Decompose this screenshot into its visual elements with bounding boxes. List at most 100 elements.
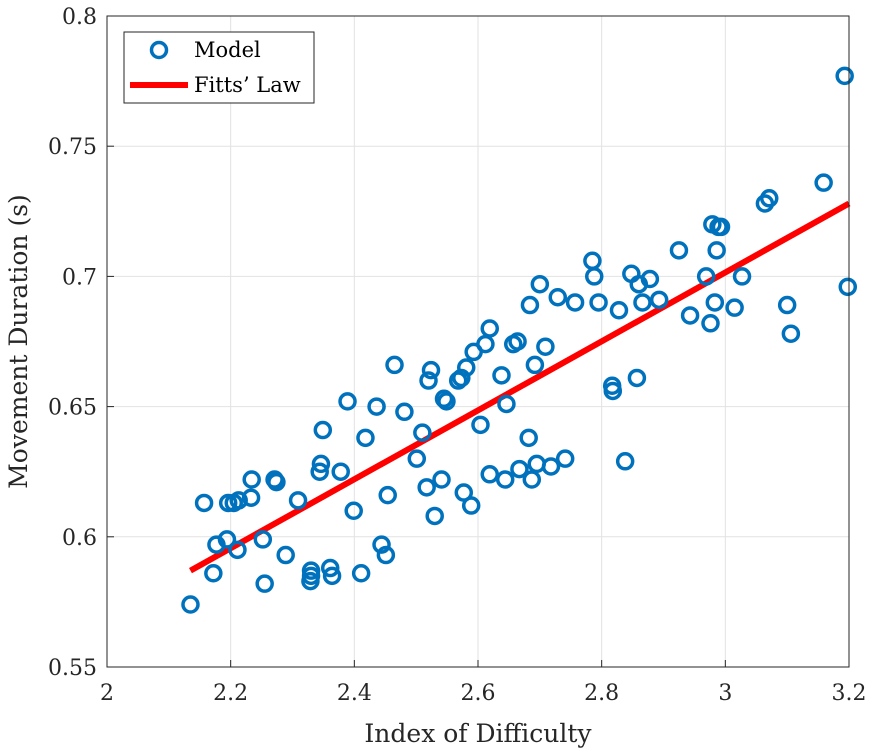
data-point bbox=[253, 530, 273, 549]
data-point bbox=[425, 506, 444, 526]
data-point bbox=[522, 470, 542, 489]
data-point bbox=[395, 402, 414, 422]
data-point bbox=[218, 493, 238, 513]
x-tick-label: 2.6 bbox=[461, 681, 496, 706]
data-point bbox=[267, 472, 286, 492]
data-point bbox=[589, 293, 608, 312]
data-point bbox=[525, 355, 545, 375]
data-point bbox=[376, 545, 396, 565]
data-point bbox=[480, 465, 499, 484]
data-point bbox=[565, 293, 585, 312]
y-tick-label: 0.6 bbox=[62, 526, 97, 551]
y-tick-label: 0.55 bbox=[48, 656, 97, 681]
data-point bbox=[313, 420, 333, 440]
model-points bbox=[181, 66, 858, 614]
x-tick-label: 2 bbox=[100, 681, 114, 706]
data-point bbox=[530, 274, 550, 294]
data-point bbox=[609, 301, 629, 320]
data-point bbox=[204, 564, 223, 583]
x-tick-label: 3 bbox=[718, 681, 732, 706]
data-point bbox=[367, 397, 386, 416]
data-point bbox=[344, 501, 363, 521]
data-point bbox=[228, 540, 247, 560]
data-point bbox=[548, 287, 568, 307]
data-point bbox=[707, 241, 726, 260]
data-point bbox=[680, 306, 700, 325]
data-point bbox=[181, 595, 200, 614]
data-point bbox=[242, 470, 261, 489]
x-axis-title: Index of Difficulty bbox=[364, 719, 592, 748]
y-tick-label: 0.7 bbox=[62, 265, 97, 290]
data-point bbox=[471, 415, 490, 435]
data-point bbox=[492, 366, 511, 385]
data-point bbox=[461, 496, 481, 515]
legend-label-fitts-law: Fitts’ Law bbox=[194, 73, 301, 97]
data-point bbox=[407, 449, 427, 468]
data-point bbox=[615, 452, 635, 471]
data-point bbox=[331, 462, 350, 481]
data-point bbox=[649, 290, 669, 310]
data-point bbox=[417, 478, 436, 497]
x-tick-label: 3.2 bbox=[832, 681, 867, 706]
data-point bbox=[781, 324, 801, 343]
data-point bbox=[633, 293, 652, 312]
data-point bbox=[437, 392, 456, 411]
fitts-law-line bbox=[189, 200, 851, 574]
data-point bbox=[378, 485, 397, 505]
data-point bbox=[434, 389, 454, 409]
data-point bbox=[696, 267, 716, 286]
data-point bbox=[311, 454, 331, 474]
y-tick-label: 0.65 bbox=[48, 396, 97, 421]
data-point bbox=[669, 241, 689, 260]
data-point bbox=[732, 267, 752, 286]
data-point bbox=[814, 173, 833, 192]
data-point bbox=[725, 298, 744, 317]
data-point bbox=[627, 368, 647, 388]
data-point bbox=[413, 423, 432, 442]
y-axis-title: Movement Duration (s) bbox=[4, 194, 33, 489]
x-tick-label: 2.8 bbox=[584, 681, 619, 706]
data-point bbox=[640, 269, 660, 289]
data-point bbox=[536, 337, 555, 356]
data-point bbox=[520, 295, 540, 315]
data-point bbox=[338, 392, 357, 411]
data-point bbox=[385, 355, 404, 375]
legend-marker-model bbox=[149, 40, 169, 60]
data-point bbox=[705, 293, 725, 312]
data-point bbox=[508, 332, 527, 351]
data-point bbox=[421, 360, 441, 380]
data-point bbox=[288, 491, 308, 510]
data-point bbox=[541, 457, 561, 476]
data-point bbox=[603, 381, 623, 401]
data-point bbox=[457, 358, 476, 377]
data-point bbox=[777, 295, 797, 315]
data-point bbox=[835, 66, 854, 86]
data-point bbox=[320, 558, 340, 578]
y-tick-label: 0.8 bbox=[62, 5, 97, 30]
data-point bbox=[194, 493, 214, 513]
legend-label-model: Model bbox=[194, 38, 261, 62]
data-point bbox=[217, 530, 237, 549]
data-point bbox=[497, 394, 516, 414]
data-point bbox=[480, 319, 499, 338]
x-tick-label: 2.4 bbox=[337, 681, 372, 706]
y-tick-label: 0.75 bbox=[48, 135, 97, 160]
data-point bbox=[276, 545, 295, 565]
data-point bbox=[241, 488, 261, 507]
data-point bbox=[301, 561, 321, 580]
data-point bbox=[356, 428, 375, 448]
data-point bbox=[351, 564, 371, 583]
data-point bbox=[419, 371, 438, 390]
data-point bbox=[701, 314, 720, 333]
data-point bbox=[519, 428, 538, 448]
data-point bbox=[838, 277, 858, 297]
data-point bbox=[372, 535, 391, 554]
data-point bbox=[584, 267, 604, 286]
legend: Model Fitts’ Law bbox=[123, 31, 315, 104]
data-point bbox=[255, 574, 274, 593]
data-point bbox=[510, 459, 529, 479]
fitts-law-line-layer bbox=[189, 200, 851, 574]
data-point bbox=[711, 217, 731, 237]
data-point bbox=[452, 368, 471, 388]
